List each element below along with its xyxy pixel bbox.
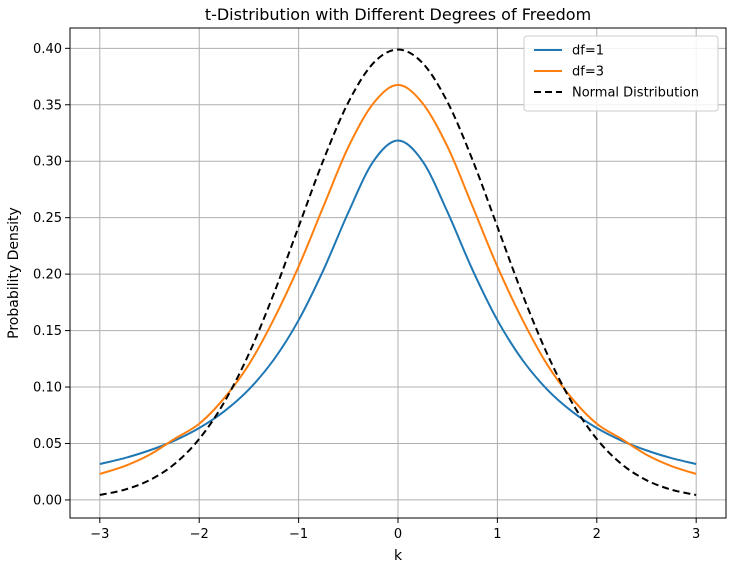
series-layer xyxy=(99,48,697,496)
y-tick-label: 0.20 xyxy=(33,268,62,283)
y-tick-label: 0.35 xyxy=(33,98,62,113)
legend-box xyxy=(523,35,719,112)
y-tick-label: 0.30 xyxy=(33,155,62,170)
x-tick-label: −2 xyxy=(190,527,209,542)
y-axis-title: Probability Density xyxy=(6,207,22,339)
x-tick-label: 2 xyxy=(593,527,601,542)
x-tick-label: −1 xyxy=(289,527,308,542)
y-tick-label: 0.10 xyxy=(33,381,62,396)
y-tick-label: 0.40 xyxy=(33,42,62,57)
y-tick-label: 0.05 xyxy=(33,437,62,452)
y-tick-label: 0.15 xyxy=(33,324,62,339)
x-tick-label: 0 xyxy=(394,527,402,542)
legend: df=1 df=3 Normal Distribution xyxy=(523,35,719,112)
legend-label: df=3 xyxy=(572,65,604,80)
x-axis-title: k xyxy=(394,548,403,564)
series-line-2 xyxy=(99,83,697,475)
series-line-3 xyxy=(99,48,697,496)
y-tick-label: 0.25 xyxy=(33,211,62,226)
x-tick-label: 1 xyxy=(493,527,501,542)
series-line-1 xyxy=(99,139,697,466)
x-tick-label: −3 xyxy=(90,527,109,542)
chart-title: t-Distribution with Different Degrees of… xyxy=(205,5,591,24)
axis-ticks: −3 −2 −1 0 1 2 3 0.00 0.05 0.10 0.15 0.20 0.25 0.30 0.… xyxy=(33,42,700,542)
legend-label: df=1 xyxy=(572,44,604,59)
grid xyxy=(70,28,726,518)
legend-label: Normal Distribution xyxy=(572,86,699,101)
y-tick-label: 0.00 xyxy=(33,493,62,508)
x-tick-label: 3 xyxy=(692,527,700,542)
